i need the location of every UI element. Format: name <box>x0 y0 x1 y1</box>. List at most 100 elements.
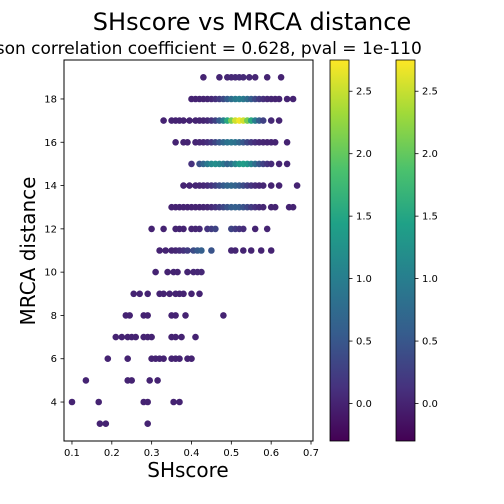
y-axis-label: MRCA distance <box>16 177 40 326</box>
scatter-points <box>68 74 301 428</box>
data-point <box>240 247 247 254</box>
data-point <box>212 225 219 233</box>
data-point <box>275 160 283 168</box>
colorbar-2: 0.0 0.5 1.0 1.5 2.0 2.5 <box>395 59 438 442</box>
data-point <box>126 312 133 319</box>
colorbar-tick-label: 2.0 <box>356 149 372 160</box>
data-point <box>136 290 143 298</box>
data-point <box>208 247 215 254</box>
y-tick-label: 8 <box>51 311 57 322</box>
data-point <box>156 247 163 254</box>
data-point <box>160 117 167 124</box>
x-tick-label: 0.6 <box>263 448 279 459</box>
data-point <box>267 182 275 189</box>
x-tick-label: 0.4 <box>184 448 200 459</box>
data-point <box>176 398 183 406</box>
data-point <box>263 74 271 81</box>
data-point <box>180 117 187 124</box>
data-point <box>188 290 195 298</box>
colorbar-gradient <box>329 59 350 442</box>
data-point <box>164 268 171 276</box>
colorbar-tick-label: 1.0 <box>356 274 372 285</box>
data-point <box>293 182 301 189</box>
data-point <box>162 247 169 254</box>
data-point <box>259 117 267 124</box>
data-point <box>247 247 255 254</box>
data-point <box>198 247 205 254</box>
data-point <box>220 312 227 319</box>
y-tick-label: 6 <box>51 354 57 365</box>
data-point <box>184 139 191 146</box>
data-point <box>198 268 205 276</box>
data-point <box>124 355 131 363</box>
data-point <box>144 312 151 319</box>
data-point <box>118 333 126 341</box>
y-tick-label: 18 <box>44 94 57 105</box>
data-point <box>192 333 199 341</box>
data-point <box>96 420 104 428</box>
y-tick-label: 10 <box>44 268 57 279</box>
data-point <box>172 139 179 146</box>
data-point <box>267 160 275 168</box>
data-point <box>180 182 187 189</box>
y-tick-label: 14 <box>44 181 57 192</box>
data-point <box>251 225 259 233</box>
data-point <box>130 290 137 298</box>
x-tick-label: 0.5 <box>223 448 239 459</box>
colorbar-gradient <box>395 59 416 442</box>
data-point <box>144 420 151 428</box>
data-point <box>128 377 135 384</box>
colorbar-tick-label: 0.0 <box>356 399 372 410</box>
data-point <box>275 117 283 124</box>
data-point <box>188 160 195 168</box>
data-point <box>289 95 297 103</box>
data-point <box>132 333 139 341</box>
colorbar-tick-label: 0.5 <box>422 337 438 348</box>
data-point <box>82 377 90 384</box>
chart-subtitle: Pearson correlation coefficient = 0.628,… <box>0 39 422 59</box>
colorbar-1: 0.0 0.5 1.0 1.5 2.0 2.5 <box>329 59 372 442</box>
colorbar-tick-label: 1.5 <box>356 212 372 223</box>
data-point <box>267 247 275 254</box>
data-point <box>176 355 183 363</box>
data-point <box>277 74 285 81</box>
data-point <box>170 398 177 406</box>
x-tick-label: 0.7 <box>303 448 319 459</box>
data-point <box>166 290 173 298</box>
data-point <box>246 74 253 81</box>
colorbar-tick-label: 2.5 <box>422 87 438 98</box>
data-point <box>184 247 191 254</box>
data-point <box>146 377 153 384</box>
data-point <box>186 182 193 189</box>
chart-title: SHscore vs MRCA distance <box>93 8 411 36</box>
data-point <box>174 268 181 276</box>
x-tick-label: 0.1 <box>64 448 80 459</box>
y-axis-ticks: 4 6 8 10 12 14 16 18 <box>44 94 64 409</box>
data-point <box>232 247 239 254</box>
data-point <box>184 268 191 276</box>
data-point <box>172 312 179 319</box>
x-axis-ticks: 0.1 0.2 0.3 0.4 0.5 0.6 0.7 <box>64 441 319 459</box>
data-point <box>160 225 167 233</box>
data-point <box>180 290 187 298</box>
data-point <box>259 203 267 211</box>
data-point <box>289 203 297 211</box>
data-point <box>271 139 279 146</box>
x-tick-label: 0.3 <box>144 448 160 459</box>
data-point <box>200 74 207 81</box>
data-point <box>263 225 271 233</box>
data-point <box>68 398 76 406</box>
data-point <box>251 74 259 81</box>
data-point <box>275 182 283 189</box>
data-point <box>154 377 161 384</box>
data-point <box>186 117 193 124</box>
data-point <box>271 203 279 211</box>
data-point <box>160 290 167 298</box>
colorbar-tick-label: 2.5 <box>356 87 372 98</box>
data-point <box>152 268 159 276</box>
data-point <box>283 139 291 146</box>
colorbar-tick-label: 0.0 <box>422 399 438 410</box>
data-point <box>196 225 203 233</box>
data-point <box>95 398 102 406</box>
